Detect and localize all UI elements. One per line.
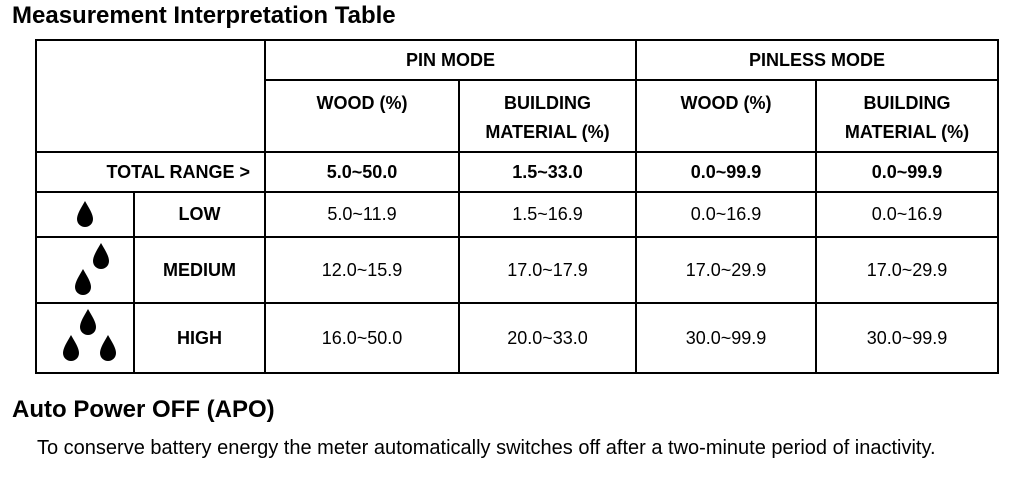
level-label: HIGH bbox=[133, 302, 266, 374]
total-range-row: TOTAL RANGE > 5.0~50.0 1.5~33.0 0.0~99.9… bbox=[35, 151, 999, 193]
table-cell: 16.0~50.0 bbox=[264, 302, 460, 374]
measurement-table: PIN MODE PINLESS MODE WOOD (%) BUILDING … bbox=[35, 39, 999, 374]
pin-wood-header: WOOD (%) bbox=[264, 79, 460, 153]
table-cell: 17.0~29.9 bbox=[815, 236, 999, 304]
mode-header-row: PIN MODE PINLESS MODE bbox=[35, 39, 999, 153]
level-label: MEDIUM bbox=[133, 236, 266, 304]
table-row: HIGH 16.0~50.0 20.0~33.0 30.0~99.9 30.0~… bbox=[35, 302, 999, 374]
table-row: LOW 5.0~11.9 1.5~16.9 0.0~16.9 0.0~16.9 bbox=[35, 191, 999, 238]
corner-cell bbox=[35, 39, 266, 153]
building-header-line2: MATERIAL (%) bbox=[485, 122, 610, 142]
three-drops-icon bbox=[35, 302, 135, 374]
apo-description: To conserve battery energy the meter aut… bbox=[37, 437, 936, 459]
one-drop-icon bbox=[35, 191, 135, 238]
total-range-value: 0.0~99.9 bbox=[635, 151, 817, 193]
page-title: Measurement Interpretation Table bbox=[12, 2, 396, 29]
apo-heading: Auto Power OFF (APO) bbox=[12, 396, 275, 423]
table-cell: 30.0~99.9 bbox=[635, 302, 817, 374]
table-cell: 0.0~16.9 bbox=[815, 191, 999, 238]
total-range-value: 0.0~99.9 bbox=[815, 151, 999, 193]
table-cell: 17.0~17.9 bbox=[458, 236, 637, 304]
table-row: MEDIUM 12.0~15.9 17.0~17.9 17.0~29.9 17.… bbox=[35, 236, 999, 304]
material-header-row: WOOD (%) BUILDING MATERIAL (%) WOOD (%) … bbox=[36, 79, 999, 153]
pin-mode-header: PIN MODE bbox=[264, 39, 637, 81]
building-header-line1: BUILDING bbox=[863, 93, 951, 113]
table-cell: 0.0~16.9 bbox=[635, 191, 817, 238]
level-label: LOW bbox=[133, 191, 266, 238]
table-cell: 17.0~29.9 bbox=[635, 236, 817, 304]
table-cell: 30.0~99.9 bbox=[815, 302, 999, 374]
total-range-value: 1.5~33.0 bbox=[458, 151, 637, 193]
table-cell: 20.0~33.0 bbox=[458, 302, 637, 374]
total-range-label: TOTAL RANGE > bbox=[35, 151, 266, 193]
pin-building-header: BUILDING MATERIAL (%) bbox=[458, 79, 637, 153]
table-cell: 12.0~15.9 bbox=[264, 236, 460, 304]
table-cell: 1.5~16.9 bbox=[458, 191, 637, 238]
table-cell: 5.0~11.9 bbox=[264, 191, 460, 238]
pinless-mode-header: PINLESS MODE bbox=[635, 39, 999, 81]
building-header-line2: MATERIAL (%) bbox=[844, 122, 970, 142]
building-header-line1: BUILDING bbox=[504, 93, 591, 113]
pinless-wood-header: WOOD (%) bbox=[635, 79, 817, 153]
total-range-value: 5.0~50.0 bbox=[264, 151, 460, 193]
pinless-building-header: BUILDING MATERIAL (%) bbox=[815, 79, 999, 153]
two-drops-icon bbox=[35, 236, 135, 304]
